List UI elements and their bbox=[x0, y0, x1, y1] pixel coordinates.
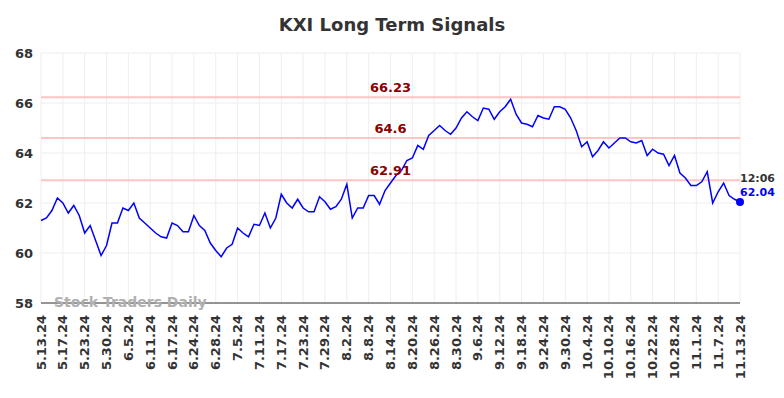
svg-text:8.26.24: 8.26.24 bbox=[427, 315, 442, 370]
svg-text:10.10.24: 10.10.24 bbox=[601, 315, 616, 379]
html-text:Stock Traders Daily: Stock Traders Daily bbox=[54, 294, 207, 310]
svg-text:58: 58 bbox=[15, 296, 33, 311]
svg-text:6.28.24: 6.28.24 bbox=[208, 315, 223, 370]
svg-text:7.11.24: 7.11.24 bbox=[252, 315, 267, 370]
svg-text:10.28.24: 10.28.24 bbox=[667, 315, 682, 379]
svg-text:66: 66 bbox=[15, 96, 33, 111]
svg-text:12:06: 12:06 bbox=[740, 172, 775, 185]
svg-text:9.12.24: 9.12.24 bbox=[492, 315, 507, 370]
svg-text:7.17.24: 7.17.24 bbox=[274, 315, 289, 370]
svg-text:10.16.24: 10.16.24 bbox=[623, 315, 638, 379]
svg-text:11.13.24: 11.13.24 bbox=[733, 315, 748, 379]
svg-text:5.23.24: 5.23.24 bbox=[77, 315, 92, 370]
svg-text:6.17.24: 6.17.24 bbox=[165, 315, 180, 370]
svg-text:64: 64 bbox=[15, 146, 33, 161]
svg-text:62.91: 62.91 bbox=[370, 163, 411, 178]
svg-text:7.29.24: 7.29.24 bbox=[317, 315, 332, 370]
svg-text:11.7.24: 11.7.24 bbox=[711, 315, 726, 370]
svg-text:6.24.24: 6.24.24 bbox=[186, 315, 201, 370]
svg-text:62: 62 bbox=[15, 196, 33, 211]
svg-text:9.24.24: 9.24.24 bbox=[536, 315, 551, 370]
svg-text:10.22.24: 10.22.24 bbox=[645, 315, 660, 379]
svg-text:62.04: 62.04 bbox=[740, 186, 775, 199]
svg-text:5.17.24: 5.17.24 bbox=[55, 315, 70, 370]
svg-text:11.1.24: 11.1.24 bbox=[689, 315, 704, 370]
svg-text:68: 68 bbox=[15, 46, 33, 61]
svg-text:7.23.24: 7.23.24 bbox=[296, 315, 311, 370]
svg-text:10.4.24: 10.4.24 bbox=[580, 315, 595, 370]
svg-text:9.18.24: 9.18.24 bbox=[514, 315, 529, 370]
svg-text:8.20.24: 8.20.24 bbox=[405, 315, 420, 370]
svg-text:64.6: 64.6 bbox=[374, 121, 406, 136]
svg-text:6.5.24: 6.5.24 bbox=[121, 315, 136, 361]
svg-text:7.5.24: 7.5.24 bbox=[230, 315, 245, 361]
svg-text:60: 60 bbox=[15, 246, 33, 261]
svg-text:5.30.24: 5.30.24 bbox=[99, 315, 114, 370]
svg-text:8.2.24: 8.2.24 bbox=[339, 315, 354, 361]
svg-text:9.30.24: 9.30.24 bbox=[558, 315, 573, 370]
html-text:KXI Long Term Signals: KXI Long Term Signals bbox=[278, 14, 506, 35]
svg-text:8.8.24: 8.8.24 bbox=[361, 315, 376, 361]
svg-text:66.23: 66.23 bbox=[370, 80, 411, 95]
svg-text:9.6.24: 9.6.24 bbox=[470, 315, 485, 361]
svg-text:6.11.24: 6.11.24 bbox=[143, 315, 158, 370]
svg-text:5.13.24: 5.13.24 bbox=[34, 315, 49, 370]
svg-text:8.14.24: 8.14.24 bbox=[383, 315, 398, 370]
svg-text:8.30.24: 8.30.24 bbox=[449, 315, 464, 370]
